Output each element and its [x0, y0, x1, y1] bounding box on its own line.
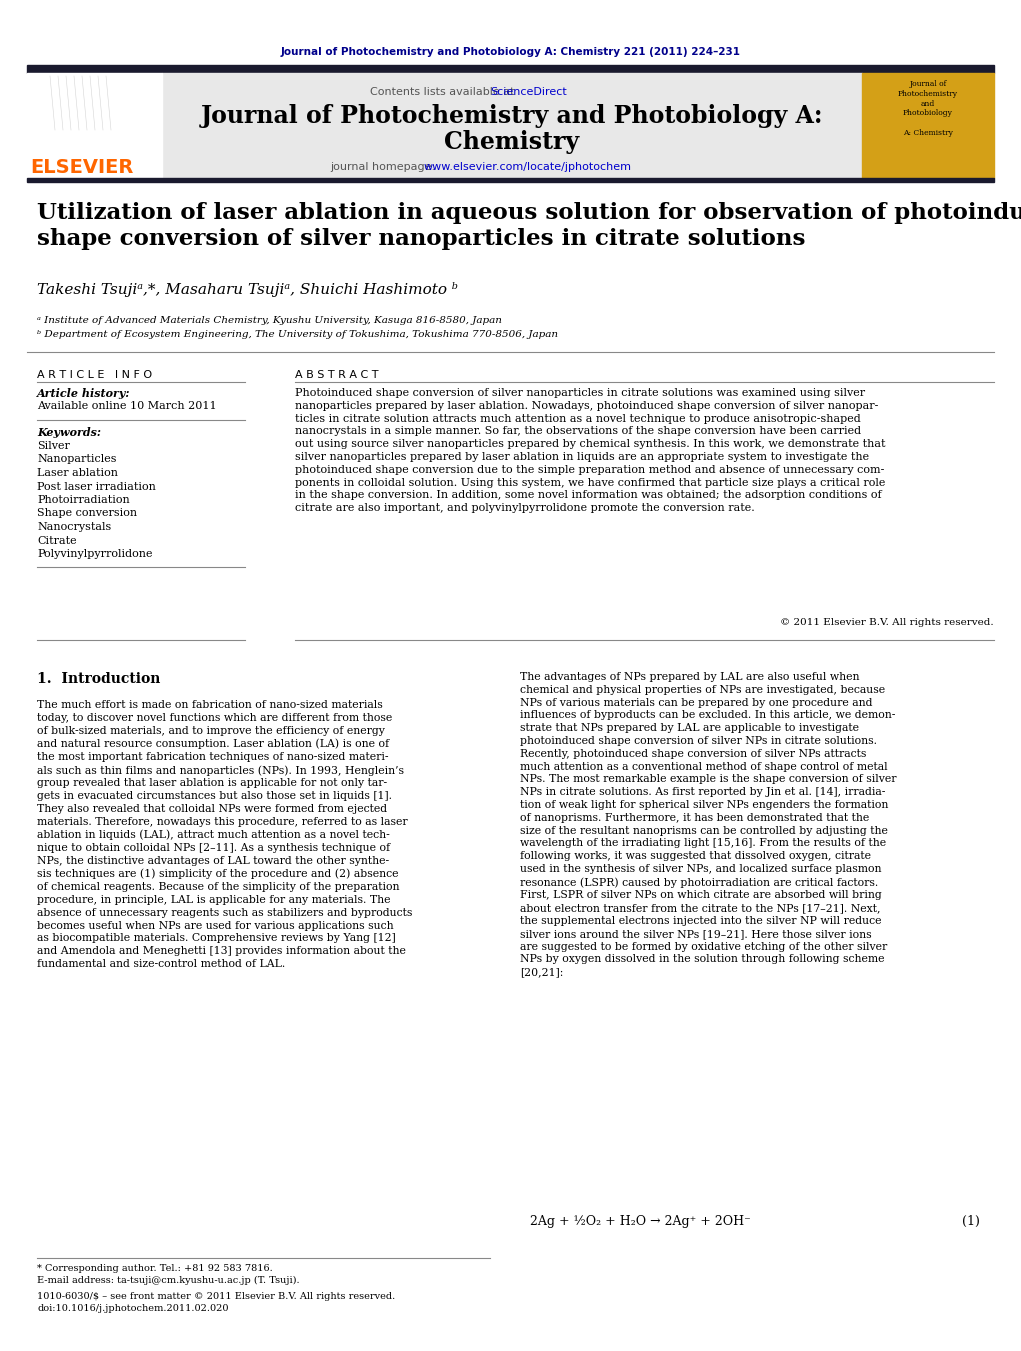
Text: journal homepage:: journal homepage:	[330, 162, 439, 172]
Text: (1): (1)	[962, 1215, 980, 1228]
Text: Available online 10 March 2011: Available online 10 March 2011	[37, 401, 216, 411]
Bar	[162, 73, 862, 178]
Text: Journal of Photochemistry and Photobiology A:: Journal of Photochemistry and Photobiolo…	[201, 104, 823, 128]
Text: Keywords:: Keywords:	[37, 427, 101, 438]
Text: The much effort is made on fabrication of nano-sized materials
today, to discove: The much effort is made on fabrication o…	[37, 700, 412, 969]
Text: Nanocrystals: Nanocrystals	[37, 521, 111, 532]
Text: © 2011 Elsevier B.V. All rights reserved.: © 2011 Elsevier B.V. All rights reserved…	[780, 617, 994, 627]
Text: A B S T R A C T: A B S T R A C T	[295, 370, 379, 380]
Text: Citrate: Citrate	[37, 535, 77, 546]
Text: doi:10.1016/j.jphotochem.2011.02.020: doi:10.1016/j.jphotochem.2011.02.020	[37, 1304, 229, 1313]
Text: The advantages of NPs prepared by LAL are also useful when
chemical and physical: The advantages of NPs prepared by LAL ar…	[520, 671, 896, 977]
Text: Nanoparticles: Nanoparticles	[37, 454, 116, 465]
Text: Chemistry: Chemistry	[444, 130, 580, 154]
Bar	[27, 65, 994, 73]
Bar	[27, 178, 994, 182]
Text: www.elsevier.com/locate/jphotochem: www.elsevier.com/locate/jphotochem	[424, 162, 632, 172]
Text: A R T I C L E   I N F O: A R T I C L E I N F O	[37, 370, 152, 380]
Text: E-mail address: ta-tsuji@cm.kyushu-u.ac.jp (T. Tsuji).: E-mail address: ta-tsuji@cm.kyushu-u.ac.…	[37, 1275, 299, 1285]
Text: 1010-6030/$ – see front matter © 2011 Elsevier B.V. All rights reserved.: 1010-6030/$ – see front matter © 2011 El…	[37, 1292, 395, 1301]
Text: Journal of Photochemistry and Photobiology A: Chemistry 221 (2011) 224–231: Journal of Photochemistry and Photobiolo…	[281, 47, 741, 57]
Text: * Corresponding author. Tel.: +81 92 583 7816.: * Corresponding author. Tel.: +81 92 583…	[37, 1265, 273, 1273]
Text: 1.  Introduction: 1. Introduction	[37, 671, 160, 686]
Text: Polyvinylpyrrolidone: Polyvinylpyrrolidone	[37, 549, 152, 559]
Text: Takeshi Tsujiᵃ,*, Masaharu Tsujiᵃ, Shuichi Hashimoto ᵇ: Takeshi Tsujiᵃ,*, Masaharu Tsujiᵃ, Shuic…	[37, 282, 458, 297]
Text: Photoirradiation: Photoirradiation	[37, 494, 130, 505]
Text: ScienceDirect: ScienceDirect	[490, 86, 567, 97]
Text: Post laser irradiation: Post laser irradiation	[37, 481, 156, 492]
Text: ELSEVIER: ELSEVIER	[30, 158, 134, 177]
Text: Contents lists available at: Contents lists available at	[370, 86, 518, 97]
Text: Silver: Silver	[37, 440, 69, 451]
Bar	[27, 73, 162, 178]
Text: Journal of
Photochemistry
and
Photobiology

A: Chemistry: Journal of Photochemistry and Photobiolo…	[898, 80, 958, 136]
Text: Shape conversion: Shape conversion	[37, 508, 137, 519]
Text: 2Ag + ½O₂ + H₂O → 2Ag⁺ + 2OH⁻: 2Ag + ½O₂ + H₂O → 2Ag⁺ + 2OH⁻	[530, 1215, 750, 1228]
Text: Utilization of laser ablation in aqueous solution for observation of photoinduce: Utilization of laser ablation in aqueous…	[37, 203, 1021, 250]
Text: ᵃ Institute of Advanced Materials Chemistry, Kyushu University, Kasuga 816-8580,: ᵃ Institute of Advanced Materials Chemis…	[37, 316, 502, 326]
Bar	[862, 73, 994, 178]
Text: Article history:: Article history:	[37, 388, 131, 399]
Text: ᵇ Department of Ecosystem Engineering, The University of Tokushima, Tokushima 77: ᵇ Department of Ecosystem Engineering, T…	[37, 330, 558, 339]
Text: Photoinduced shape conversion of silver nanoparticles in citrate solutions was e: Photoinduced shape conversion of silver …	[295, 388, 885, 513]
Text: Laser ablation: Laser ablation	[37, 467, 118, 478]
